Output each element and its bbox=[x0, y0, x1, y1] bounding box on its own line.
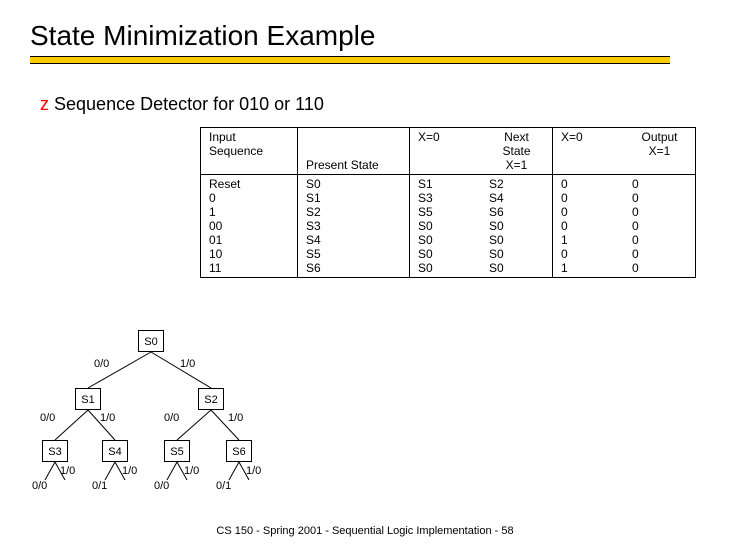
leaf-label: 0/1 bbox=[216, 480, 231, 492]
bullet-icon: z bbox=[40, 94, 54, 114]
th-present: Present State bbox=[298, 128, 410, 175]
th-next: Next StateX=1 bbox=[481, 128, 553, 175]
edge-label: 0/0 bbox=[164, 412, 179, 424]
leaf-label: 0/1 bbox=[92, 480, 107, 492]
state-node-s1: S1 bbox=[75, 388, 101, 410]
leaf-label: 1/0 bbox=[246, 465, 261, 477]
state-table-el: Input Sequence Present State X=0 Next St… bbox=[200, 127, 696, 278]
table-cell: 0000000 bbox=[624, 175, 696, 278]
edge-label: 0/0 bbox=[94, 358, 109, 370]
table-cell: Reset0100011011 bbox=[201, 175, 298, 278]
edge-label: 1/0 bbox=[228, 412, 243, 424]
leaf-label: 0/0 bbox=[154, 480, 169, 492]
th-out-x0: X=0 bbox=[553, 128, 625, 175]
table-cell: S1S3S5S0S0S0S0 bbox=[410, 175, 482, 278]
state-node-s3: S3 bbox=[42, 440, 68, 462]
state-node-s4: S4 bbox=[102, 440, 128, 462]
edge-label: 0/0 bbox=[40, 412, 55, 424]
table-cell: S2S4S6S0S0S0S0 bbox=[481, 175, 553, 278]
th-out: OutputX=1 bbox=[624, 128, 696, 175]
subtitle: z Sequence Detector for 010 or 110 bbox=[40, 94, 700, 115]
footer: CS 150 - Spring 2001 - Sequential Logic … bbox=[0, 525, 730, 537]
leaf-label: 1/0 bbox=[184, 465, 199, 477]
table-cell: 0000101 bbox=[553, 175, 625, 278]
th-input: Input Sequence bbox=[201, 128, 298, 175]
leaf-label: 0/0 bbox=[32, 480, 47, 492]
edge-label: 1/0 bbox=[100, 412, 115, 424]
state-table: Input Sequence Present State X=0 Next St… bbox=[200, 127, 700, 278]
edge-label: 1/0 bbox=[180, 358, 195, 370]
state-node-s2: S2 bbox=[198, 388, 224, 410]
th-next-x0: X=0 bbox=[410, 128, 482, 175]
state-node-s5: S5 bbox=[164, 440, 190, 462]
subtitle-text: Sequence Detector for 010 or 110 bbox=[54, 94, 324, 114]
title-underline bbox=[30, 56, 670, 64]
state-node-s6: S6 bbox=[226, 440, 252, 462]
state-tree: S0 S1 S2 S3 S4 S5 S6 0/0 1/0 0/0 1/0 0/0 1/0 0/0 1/0 0/… bbox=[20, 330, 280, 500]
state-node-s0: S0 bbox=[138, 330, 164, 352]
leaf-label: 1/0 bbox=[60, 465, 75, 477]
page-title: State Minimization Example bbox=[30, 20, 700, 52]
table-cell: S0S1S2S3S4S5S6 bbox=[298, 175, 410, 278]
leaf-label: 1/0 bbox=[122, 465, 137, 477]
